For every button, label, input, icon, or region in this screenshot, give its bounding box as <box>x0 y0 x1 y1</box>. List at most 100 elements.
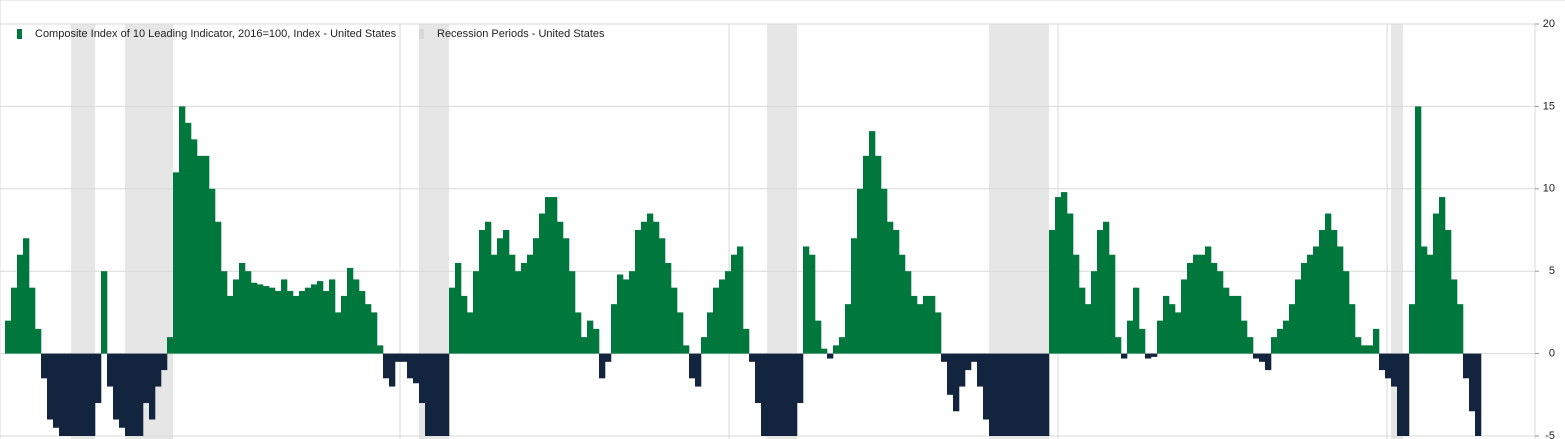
bar <box>281 279 288 354</box>
bar <box>359 290 366 354</box>
bar <box>1157 320 1164 354</box>
bar <box>971 353 978 362</box>
bar <box>101 271 108 354</box>
y-tick-label: 20 <box>1543 18 1555 30</box>
bar <box>761 353 768 436</box>
bar <box>1181 279 1188 354</box>
bar <box>1175 312 1182 354</box>
bar <box>1277 328 1284 354</box>
bar <box>29 287 36 354</box>
bar <box>1457 304 1464 354</box>
bar <box>509 254 516 354</box>
bar <box>47 353 54 420</box>
bar <box>1349 304 1356 354</box>
bar <box>815 320 822 354</box>
bar <box>443 353 450 436</box>
bar <box>1109 254 1116 354</box>
bar <box>677 312 684 354</box>
bar <box>161 353 168 371</box>
bar <box>41 353 48 379</box>
bar <box>731 254 738 354</box>
bar <box>1433 213 1440 354</box>
bar <box>269 287 276 354</box>
bar <box>1151 353 1158 357</box>
bar <box>389 353 396 387</box>
bar <box>1379 353 1386 371</box>
bar <box>503 230 510 354</box>
bar <box>767 353 774 436</box>
bar <box>1409 304 1416 354</box>
bar <box>833 345 840 354</box>
bar <box>293 295 300 354</box>
bar <box>737 246 744 354</box>
bar <box>449 287 456 354</box>
bar <box>755 353 762 404</box>
bar <box>665 262 672 354</box>
bar <box>1271 337 1278 354</box>
bar <box>887 221 894 354</box>
bar <box>1445 230 1452 354</box>
bar <box>641 221 648 354</box>
bar <box>749 353 756 362</box>
bar <box>1079 287 1086 354</box>
bar <box>599 353 606 379</box>
legend-label: Composite Index of 10 Leading Indicator,… <box>35 28 397 40</box>
bar <box>1103 221 1110 354</box>
bar <box>1391 353 1398 387</box>
y-tick-label: 10 <box>1543 183 1555 195</box>
bar <box>1019 353 1026 436</box>
bar <box>89 353 96 436</box>
bar <box>725 271 732 354</box>
bar <box>1469 353 1476 412</box>
bar <box>1127 320 1134 354</box>
bar <box>287 290 294 354</box>
bar <box>515 271 522 354</box>
bar <box>1475 353 1482 436</box>
bar <box>167 337 174 354</box>
bar <box>1229 295 1236 354</box>
bar <box>233 279 240 354</box>
bar <box>1337 246 1344 354</box>
bar <box>893 230 900 354</box>
bar <box>1283 320 1290 354</box>
bar <box>1313 246 1320 354</box>
bar <box>791 353 798 436</box>
bar <box>617 274 624 354</box>
bar <box>989 353 996 436</box>
bar <box>539 213 546 354</box>
bar <box>1373 328 1380 354</box>
bar <box>557 221 564 354</box>
bar <box>251 282 258 354</box>
bar <box>407 353 414 379</box>
bar <box>1187 262 1194 354</box>
bar <box>1415 106 1422 354</box>
bar <box>551 197 558 354</box>
bar <box>485 221 492 354</box>
y-tick-label: 5 <box>1549 265 1555 277</box>
bar <box>803 246 810 354</box>
bar <box>935 312 942 354</box>
bar <box>857 188 864 354</box>
bar <box>437 353 444 436</box>
bar <box>929 295 936 354</box>
bar <box>401 353 408 362</box>
bar <box>1403 353 1410 436</box>
bar <box>125 353 132 436</box>
bar <box>311 284 318 354</box>
bar <box>173 172 180 354</box>
bar <box>1343 271 1350 354</box>
bar <box>209 188 216 354</box>
bar <box>11 287 18 354</box>
bar <box>1163 295 1170 354</box>
bar <box>107 353 114 387</box>
legend-swatch <box>419 29 424 39</box>
bar <box>83 353 90 436</box>
bar <box>1091 271 1098 354</box>
bar <box>1049 230 1056 354</box>
bar <box>1007 353 1014 436</box>
bar <box>317 281 324 354</box>
bar <box>851 238 858 354</box>
bar <box>1361 345 1368 354</box>
bar <box>95 353 102 404</box>
bar <box>1085 304 1092 354</box>
